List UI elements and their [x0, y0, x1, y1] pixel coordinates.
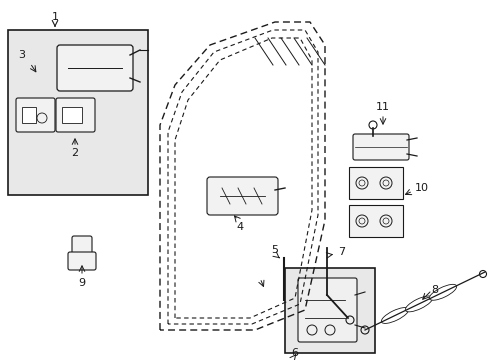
- Text: 7: 7: [337, 247, 345, 257]
- FancyBboxPatch shape: [16, 98, 55, 132]
- Bar: [285, 268, 374, 353]
- Text: 6: 6: [290, 348, 297, 358]
- Bar: [62, 107, 82, 123]
- Ellipse shape: [381, 307, 408, 323]
- Text: 4: 4: [236, 222, 243, 232]
- FancyBboxPatch shape: [348, 205, 402, 237]
- Bar: [22, 107, 36, 123]
- Text: 5: 5: [271, 245, 278, 255]
- Bar: [8, 30, 148, 195]
- Text: 1: 1: [51, 12, 59, 22]
- Text: 8: 8: [430, 285, 438, 295]
- FancyBboxPatch shape: [56, 98, 95, 132]
- FancyBboxPatch shape: [352, 134, 408, 160]
- FancyBboxPatch shape: [57, 45, 133, 91]
- FancyBboxPatch shape: [68, 252, 96, 270]
- FancyBboxPatch shape: [348, 167, 402, 199]
- FancyBboxPatch shape: [72, 236, 92, 260]
- FancyBboxPatch shape: [297, 278, 356, 342]
- Text: 9: 9: [78, 278, 85, 288]
- Ellipse shape: [405, 296, 432, 312]
- Text: 10: 10: [414, 183, 428, 193]
- Ellipse shape: [428, 284, 456, 300]
- FancyBboxPatch shape: [206, 177, 278, 215]
- Text: 11: 11: [375, 102, 389, 112]
- Text: 2: 2: [71, 148, 79, 158]
- Text: 3: 3: [19, 50, 25, 60]
